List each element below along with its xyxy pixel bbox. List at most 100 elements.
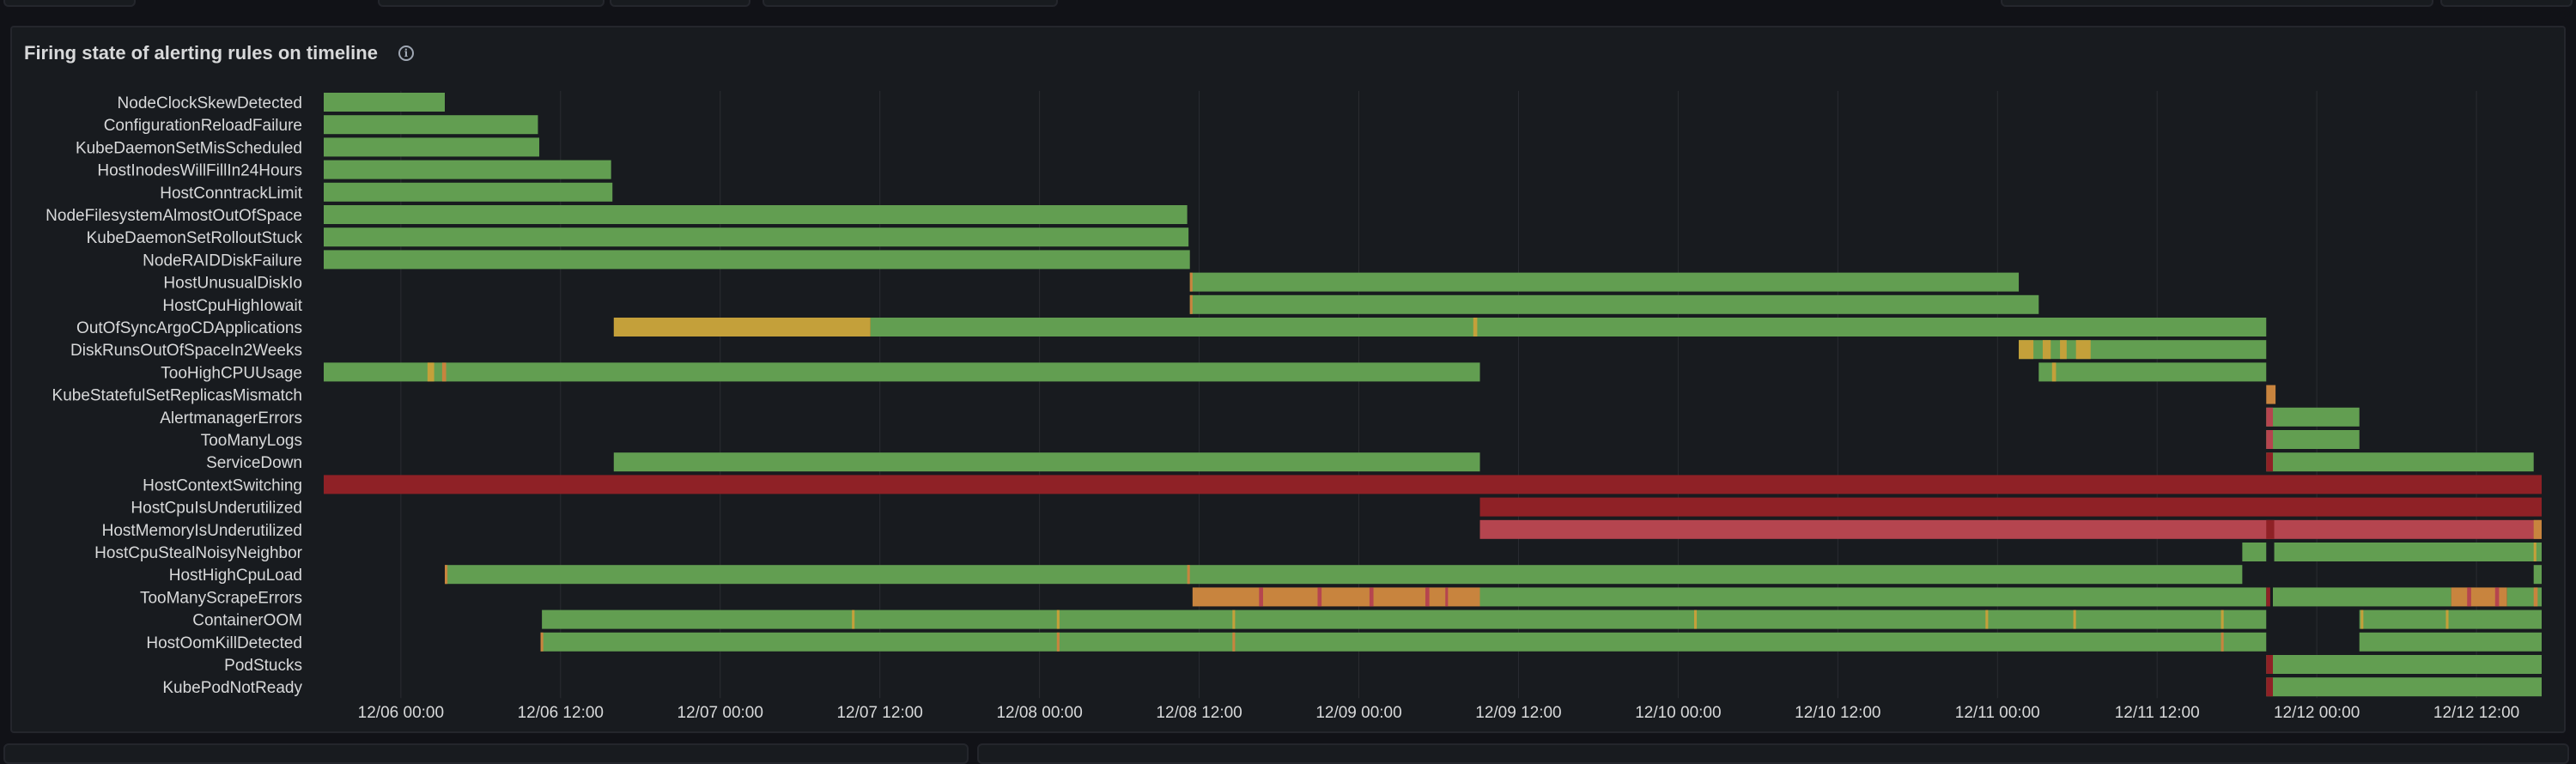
state-segment[interactable] (613, 318, 871, 337)
state-segment[interactable] (540, 632, 544, 652)
state-segment[interactable] (2359, 632, 2542, 652)
row-label[interactable]: HostCpuIsUnderutilized (131, 500, 302, 518)
row-label[interactable]: HostInodesWillFillIn24Hours (97, 162, 302, 180)
state-segment[interactable] (2042, 340, 2051, 360)
state-segment[interactable] (2266, 452, 2534, 472)
row-label[interactable]: HostHighCpuLoad (169, 567, 302, 585)
row-label[interactable]: TooManyScrapeErrors (140, 589, 302, 607)
row-label[interactable]: KubeDaemonSetMisScheduled (76, 139, 302, 157)
state-segment[interactable] (2051, 362, 2057, 382)
row-label[interactable]: TooHighCPUUsage (161, 364, 302, 382)
state-segment[interactable] (1056, 632, 1060, 652)
state-segment[interactable] (542, 609, 2267, 629)
state-segment[interactable] (2360, 609, 2364, 629)
panel-title[interactable]: Firing state of alerting rules on timeli… (24, 42, 378, 64)
state-segment[interactable] (2445, 609, 2449, 629)
row-label[interactable]: HostCpuHighIowait (162, 297, 302, 315)
state-segment[interactable] (2242, 543, 2267, 561)
state-segment[interactable] (324, 227, 1189, 247)
state-segment[interactable] (2266, 407, 2274, 427)
state-segment[interactable] (1189, 294, 2039, 314)
row-label[interactable]: HostConntrackLimit (160, 185, 302, 203)
state-segment[interactable] (2266, 587, 2270, 607)
row-label[interactable]: HostContextSwitching (143, 476, 302, 494)
state-segment[interactable] (1369, 587, 1374, 607)
state-segment[interactable] (2533, 519, 2542, 539)
state-segment[interactable] (2273, 587, 2451, 607)
state-segment[interactable] (2506, 587, 2542, 607)
state-segment[interactable] (2533, 565, 2542, 585)
state-segment[interactable] (2221, 632, 2224, 652)
state-segment[interactable] (324, 160, 611, 179)
state-segment[interactable] (2266, 452, 2274, 472)
state-segment[interactable] (445, 565, 2243, 585)
state-segment[interactable] (2467, 587, 2471, 607)
state-segment[interactable] (1259, 587, 1263, 607)
state-segment[interactable] (324, 205, 1188, 224)
row-label[interactable]: NodeRAIDDiskFailure (143, 252, 302, 270)
state-segment[interactable] (2533, 543, 2537, 561)
state-segment[interactable] (540, 632, 2267, 652)
row-label[interactable]: OutOfSyncArgoCDApplications (76, 319, 302, 337)
state-segment[interactable] (2266, 430, 2360, 449)
state-segment[interactable] (2266, 385, 2276, 404)
state-segment[interactable] (1189, 294, 1193, 314)
row-label[interactable]: AlertmanagerErrors (160, 409, 302, 427)
state-segment[interactable] (1232, 609, 1236, 629)
info-circle-icon[interactable]: i (398, 45, 414, 61)
row-label[interactable]: ServiceDown (206, 454, 302, 472)
row-label[interactable]: KubeDaemonSetRolloutStuck (87, 229, 303, 247)
state-segment[interactable] (1479, 587, 2267, 607)
row-label[interactable]: DiskRunsOutOfSpaceIn2Weeks (70, 342, 302, 360)
state-segment[interactable] (2533, 587, 2538, 607)
state-segment[interactable] (1693, 609, 1698, 629)
state-segment[interactable] (2359, 609, 2542, 629)
state-segment[interactable] (2266, 655, 2274, 674)
state-segment[interactable] (1445, 587, 1449, 607)
state-segment[interactable] (1479, 497, 2542, 517)
state-segment[interactable] (2266, 407, 2360, 427)
state-segment[interactable] (1425, 587, 1430, 607)
state-segment[interactable] (2266, 677, 2274, 697)
state-segment[interactable] (1473, 318, 1478, 337)
state-segment[interactable] (1187, 565, 1190, 585)
state-segment[interactable] (2274, 543, 2542, 561)
state-segment[interactable] (324, 250, 1190, 270)
state-segment[interactable] (2494, 587, 2500, 607)
state-segment[interactable] (613, 452, 1480, 472)
state-segment[interactable] (2019, 340, 2267, 360)
state-segment[interactable] (2266, 677, 2542, 697)
state-segment[interactable] (1317, 587, 1322, 607)
state-segment[interactable] (2075, 340, 2091, 360)
row-label[interactable]: KubeStatefulSetReplicasMismatch (52, 387, 302, 405)
row-label[interactable]: HostCpuStealNoisyNeighbor (94, 544, 303, 562)
row-label[interactable]: TooManyLogs (201, 432, 302, 450)
state-segment[interactable] (2221, 609, 2224, 629)
state-segment[interactable] (324, 137, 540, 157)
row-label[interactable]: HostOomKillDetected (146, 634, 302, 652)
row-label[interactable]: KubePodNotReady (162, 679, 302, 697)
state-segment[interactable] (2038, 362, 2267, 382)
state-segment[interactable] (870, 318, 2267, 337)
row-label[interactable]: HostUnusualDiskIo (163, 275, 302, 293)
state-segment[interactable] (1192, 587, 1480, 607)
state-segment[interactable] (324, 115, 538, 135)
state-segment[interactable] (2266, 430, 2274, 449)
state-segment[interactable] (852, 609, 855, 629)
state-segment[interactable] (1479, 519, 2542, 539)
row-label[interactable]: NodeClockSkewDetected (118, 94, 302, 112)
state-segment[interactable] (1985, 609, 1989, 629)
state-segment[interactable] (1189, 272, 2020, 292)
state-segment[interactable] (324, 362, 1480, 382)
state-segment[interactable] (445, 565, 448, 585)
row-label[interactable]: NodeFilesystemAlmostOutOfSpace (46, 207, 302, 225)
state-segment[interactable] (324, 182, 613, 202)
state-segment[interactable] (2266, 655, 2542, 674)
state-segment[interactable] (2060, 340, 2067, 360)
state-segment[interactable] (324, 93, 446, 112)
state-segment[interactable] (324, 475, 2542, 494)
state-segment[interactable] (427, 362, 434, 382)
row-label[interactable]: HostMemoryIsUnderutilized (102, 522, 302, 540)
row-label[interactable]: ContainerOOM (192, 612, 302, 630)
state-segment[interactable] (1232, 632, 1236, 652)
